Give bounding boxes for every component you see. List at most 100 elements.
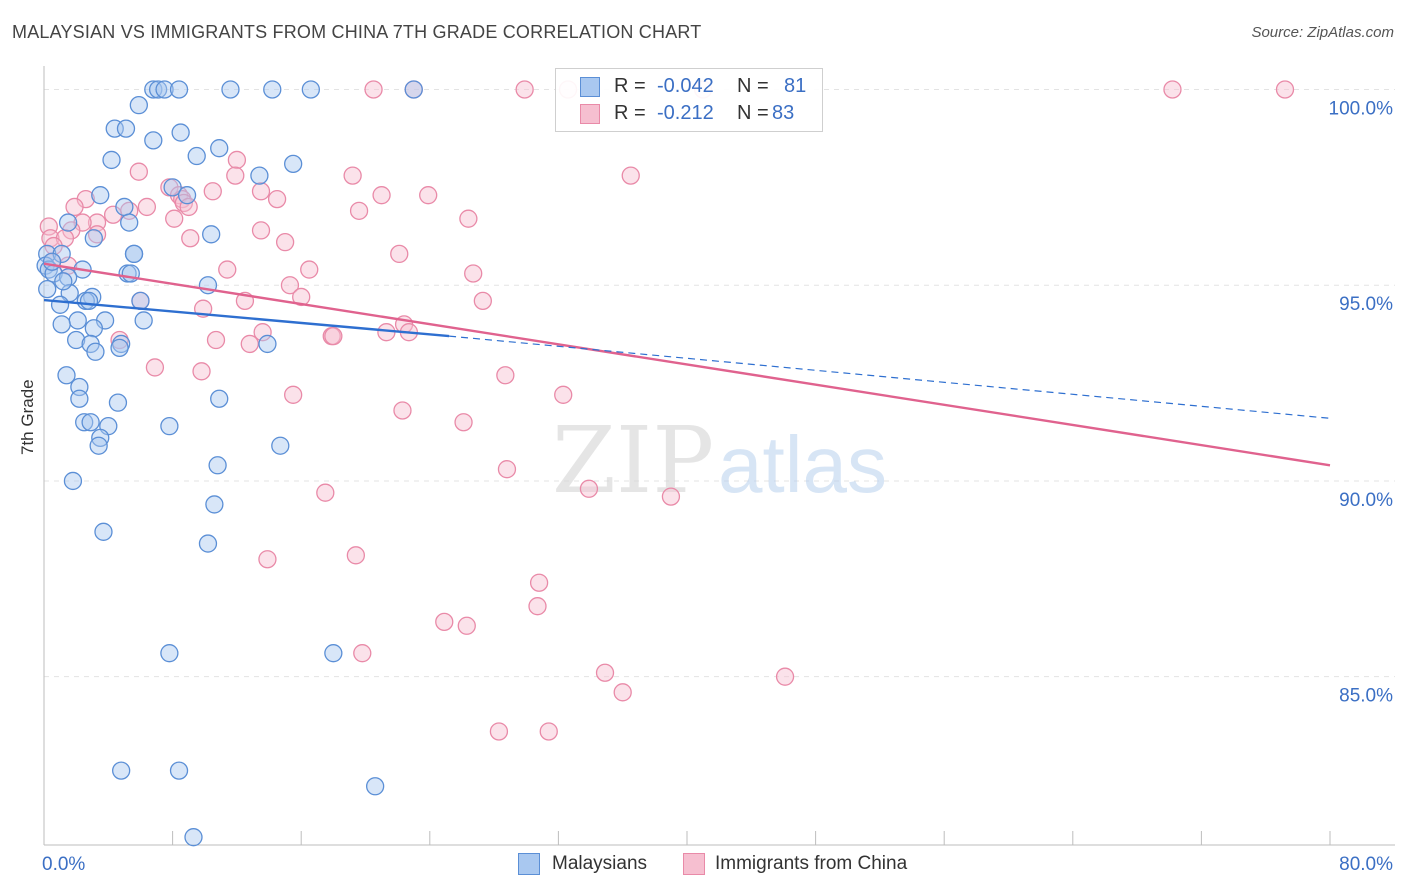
y-tick-labels: 100.0% 95.0% 90.0% 85.0% xyxy=(1329,98,1394,706)
point-china xyxy=(218,260,237,279)
point-china xyxy=(393,401,412,420)
point-china xyxy=(464,264,483,283)
r-label: R = xyxy=(614,75,646,97)
point-china xyxy=(529,573,549,592)
point-china xyxy=(621,166,640,185)
n-value: 81 xyxy=(784,75,807,97)
point-china xyxy=(165,209,184,228)
point-malaysian xyxy=(86,342,105,361)
point-malaysian xyxy=(169,80,189,99)
x-tick-label: 80.0% xyxy=(1339,854,1393,875)
legend-swatch-blue xyxy=(518,853,540,875)
point-malaysian xyxy=(365,777,385,796)
point-malaysian xyxy=(50,295,70,314)
point-malaysian xyxy=(57,366,76,385)
point-china xyxy=(364,80,383,99)
point-china xyxy=(316,483,335,502)
legend-row-china: R = -0.212 N = 83 xyxy=(556,102,822,128)
point-malaysian xyxy=(84,229,103,248)
legend-swatch-pink xyxy=(683,853,705,875)
point-china xyxy=(258,550,277,569)
point-malaysian xyxy=(144,131,163,150)
y-tick-label: 85.0% xyxy=(1339,686,1393,707)
legend-label-malaysians: Malaysians xyxy=(552,853,648,874)
x-tick-labels: 0.0% 80.0% xyxy=(42,854,1393,875)
n-value: 83 xyxy=(772,102,795,124)
point-malaysian xyxy=(271,436,290,455)
point-malaysian xyxy=(202,225,221,244)
point-china xyxy=(253,323,272,342)
point-china xyxy=(473,291,492,311)
trend-lines xyxy=(43,262,1331,467)
point-china xyxy=(145,358,165,377)
point-malaysian xyxy=(91,186,110,205)
x-tick-label: 0.0% xyxy=(42,854,85,875)
point-malaysian xyxy=(54,272,73,291)
point-china xyxy=(324,326,343,346)
point-china xyxy=(497,460,517,479)
point-china xyxy=(459,209,478,228)
point-china xyxy=(390,244,409,264)
point-malaysian xyxy=(324,644,343,663)
point-china xyxy=(435,612,454,632)
point-malaysian xyxy=(210,139,229,158)
point-china xyxy=(661,487,681,506)
point-malaysian xyxy=(177,186,197,205)
point-malaysian xyxy=(210,389,229,408)
point-china xyxy=(346,546,366,565)
point-malaysian xyxy=(263,80,282,99)
point-malaysian xyxy=(42,252,62,271)
point-malaysian xyxy=(108,393,128,412)
point-malaysian xyxy=(112,761,131,780)
watermark: ZIP atlas xyxy=(552,407,887,514)
point-china xyxy=(129,162,148,181)
legend-item-malaysians: Malaysians xyxy=(518,852,688,878)
trend-line-china xyxy=(43,262,1331,467)
point-china xyxy=(353,644,372,663)
legend-row-malaysians: R = -0.042 N = 81 xyxy=(556,75,822,101)
point-china xyxy=(579,479,599,498)
point-malaysian xyxy=(124,244,144,264)
point-china xyxy=(419,186,438,205)
point-china xyxy=(251,221,271,240)
n-label: N = xyxy=(737,75,769,97)
point-malaysian xyxy=(250,166,269,185)
point-china xyxy=(300,260,319,279)
point-malaysian xyxy=(171,123,190,142)
trend-line-malaysians xyxy=(43,298,450,338)
source-label: Source: ZipAtlas.com xyxy=(1251,24,1394,41)
n-label: N = xyxy=(737,102,769,124)
point-china xyxy=(275,233,295,252)
axes xyxy=(43,66,1395,846)
point-china xyxy=(251,182,271,201)
point-malaysian xyxy=(134,311,153,330)
point-malaysian xyxy=(155,80,174,99)
point-china xyxy=(528,597,547,616)
point-malaysian xyxy=(38,279,57,299)
r-value: -0.042 xyxy=(657,75,714,97)
point-malaysian xyxy=(84,319,103,338)
point-malaysian xyxy=(131,291,150,311)
point-china xyxy=(489,722,509,741)
y-axis-title: 7th Grade xyxy=(18,379,37,455)
point-china xyxy=(595,663,615,682)
point-china xyxy=(192,362,211,381)
point-malaysian xyxy=(221,80,240,99)
point-malaysian xyxy=(58,213,78,232)
point-malaysian xyxy=(169,761,189,780)
r-label: R = xyxy=(614,102,646,124)
legend-swatch-blue xyxy=(580,77,600,97)
point-china xyxy=(267,189,287,209)
point-malaysian xyxy=(75,413,94,432)
point-china xyxy=(280,276,300,295)
point-malaysian xyxy=(115,197,134,217)
point-china xyxy=(496,366,515,385)
point-malaysian xyxy=(81,413,100,432)
point-china xyxy=(226,166,245,185)
point-china xyxy=(613,683,632,702)
point-malaysian xyxy=(67,330,86,350)
point-malaysian xyxy=(404,80,423,99)
point-malaysian xyxy=(120,213,139,232)
point-china xyxy=(539,722,558,741)
